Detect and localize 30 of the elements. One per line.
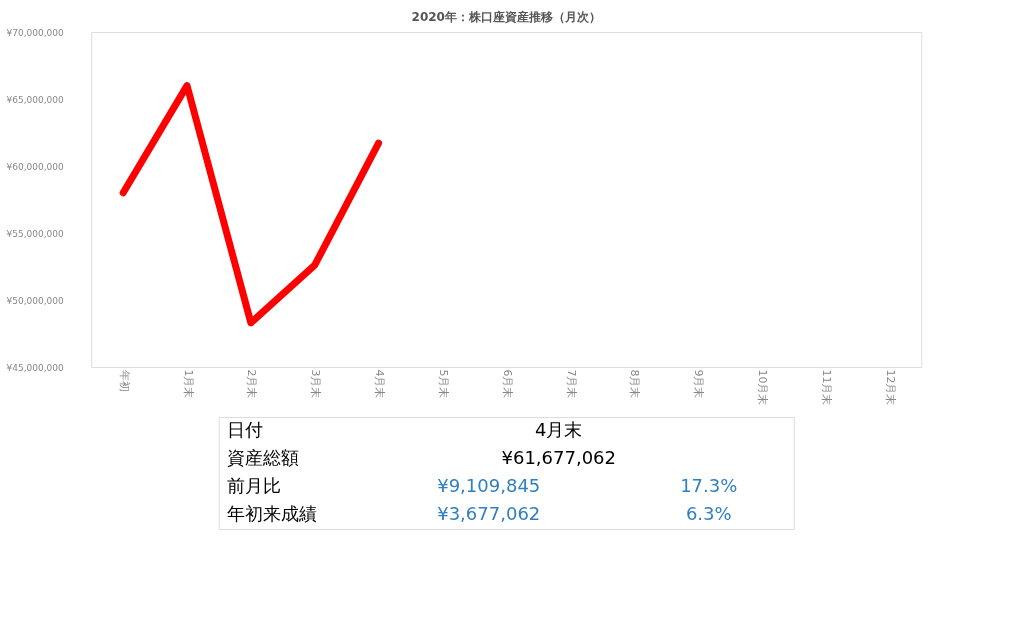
- y-tick-label: ¥55,000,000: [6, 228, 65, 239]
- y-tick-label: ¥60,000,000: [6, 161, 65, 172]
- x-tick-label: 7月末: [564, 369, 578, 399]
- text: ¥61,677,062: [501, 447, 617, 468]
- text: 日付: [226, 419, 263, 440]
- x-tick-label: 6月末: [500, 369, 514, 399]
- x-tick-label: 9月末: [692, 369, 706, 399]
- x-tick-label: 12月末: [883, 369, 897, 406]
- text: 4月末: [535, 419, 583, 440]
- text: 前月比: [226, 475, 281, 496]
- x-tick-label: 1月末: [181, 369, 195, 399]
- y-tick-label: ¥45,000,000: [6, 362, 65, 373]
- x-tick-label: 4月末: [373, 369, 387, 399]
- y-tick-label: ¥65,000,000: [6, 94, 65, 105]
- x-tick-label: 年初: [117, 369, 131, 392]
- text: 17.3%: [680, 475, 738, 496]
- x-tick-label: 2月末: [245, 369, 259, 399]
- x-tick-label: 3月末: [309, 369, 323, 399]
- y-tick-label: ¥50,000,000: [6, 295, 65, 306]
- text: ¥3,677,062: [437, 503, 541, 524]
- text: ¥9,109,845: [437, 475, 541, 496]
- x-tick-label: 8月末: [628, 369, 642, 399]
- text: 資産総額: [226, 447, 299, 468]
- x-tick-label: 11月末: [819, 369, 833, 406]
- text: 年初来成績: [226, 503, 317, 524]
- chart-title: 2020年：株口座資産推移（月次）: [411, 10, 601, 24]
- x-tick-label: 10月末: [756, 369, 770, 406]
- x-tick-label: 5月末: [436, 369, 450, 399]
- text: 6.3%: [685, 503, 732, 524]
- y-tick-label: ¥70,000,000: [6, 27, 65, 38]
